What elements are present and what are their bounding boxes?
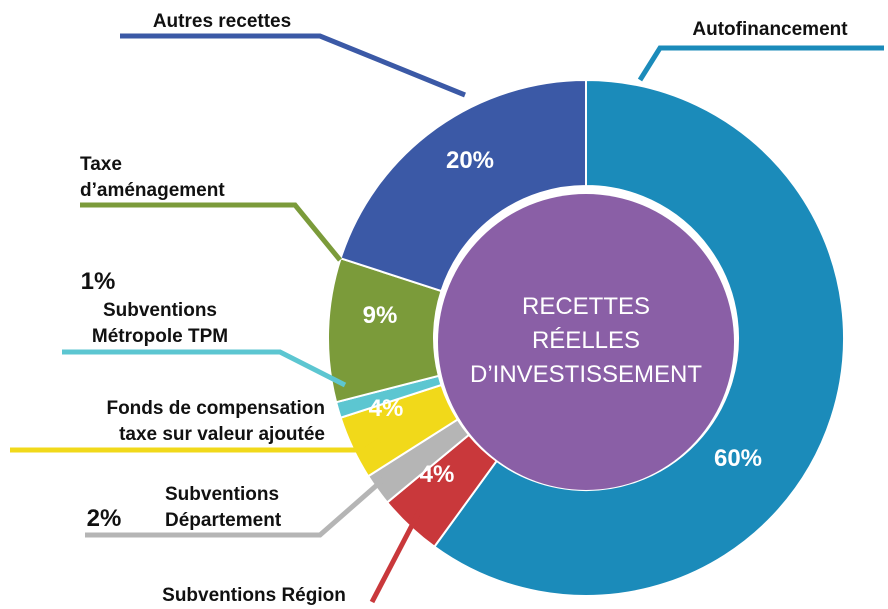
value-label: 20% — [446, 147, 494, 174]
category-label: Subventions Département — [165, 484, 282, 531]
value-label: 9% — [363, 302, 398, 329]
category-label: Subventions Métropole TPM — [92, 300, 228, 347]
value-label: 4% — [369, 395, 404, 422]
leader-line — [62, 349, 347, 388]
category-label: Autofinancement — [692, 19, 848, 40]
category-label: Subventions Région — [162, 585, 346, 606]
center-label: RECETTES RÉELLES D’INVESTISSEMENT — [470, 293, 702, 388]
center-circle — [438, 194, 734, 490]
leader-line — [637, 45, 884, 82]
category-label: Taxe d’aménagement — [80, 154, 225, 201]
value-label: 1% — [81, 268, 116, 295]
leader-line — [10, 437, 382, 453]
category-label: Autres recettes — [153, 11, 291, 32]
category-label: Fonds de compensation taxe sur valeur ajo… — [106, 398, 325, 445]
value-label: 60% — [714, 445, 762, 472]
pie-slice — [339, 78, 587, 293]
pie-slice — [432, 78, 845, 597]
leader-line — [369, 508, 423, 604]
leader-line — [120, 33, 466, 98]
value-label: 2% — [87, 505, 122, 532]
value-label: 4% — [420, 461, 455, 488]
leader-line — [80, 202, 342, 262]
leader-line — [85, 476, 387, 538]
